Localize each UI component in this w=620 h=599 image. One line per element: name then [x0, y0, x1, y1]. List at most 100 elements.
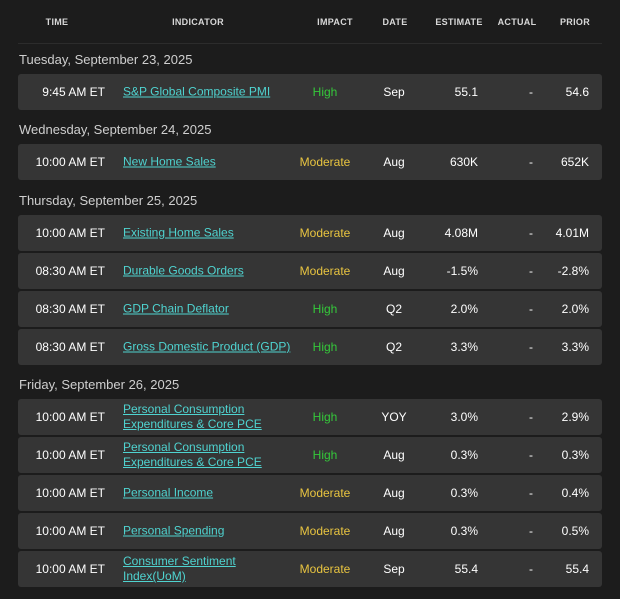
actual-value: - [529, 85, 533, 99]
table-row: 08:30 AM ET Durable Goods Orders Moderate A… [18, 253, 602, 289]
impact-level: High [312, 448, 338, 462]
prior-value: 652K [560, 155, 589, 169]
indicator-link[interactable]: Consumer Sentiment Index(UoM) [123, 554, 236, 583]
estimate-value: 630K [449, 155, 478, 169]
day-header: Tuesday, September 23, 2025 [19, 52, 193, 67]
impact-level: High [312, 85, 338, 99]
prior-value: 0.5% [561, 524, 589, 538]
prior-value: 2.9% [561, 410, 589, 424]
table-header: TIME INDICATOR IMPACT DATE ESTIMATE ACTU… [18, 0, 602, 44]
prior-value: 3.3% [561, 340, 589, 354]
indicator-link[interactable]: Existing Home Sales [123, 225, 234, 240]
event-time: 08:30 AM ET [35, 302, 105, 316]
actual-value: - [529, 524, 533, 538]
table-row: 10:00 AM ET Consumer Sentiment Index(UoM)… [18, 551, 602, 587]
prior-value: -2.8% [557, 264, 589, 278]
period: YOY [381, 410, 407, 424]
table-row: 10:00 AM ET New Home Sales Moderate Aug 630K… [18, 144, 602, 180]
table-row: 08:30 AM ET Gross Domestic Product (GDP) H… [18, 329, 602, 365]
estimate-value: 2.0% [450, 302, 478, 316]
period: Aug [383, 448, 405, 462]
period: Aug [383, 155, 405, 169]
estimate-value: 55.1 [454, 85, 478, 99]
estimate-value: 3.0% [450, 410, 478, 424]
period: Sep [383, 562, 405, 576]
estimate-value: 0.3% [450, 486, 478, 500]
indicator-link[interactable]: Personal Consumption Expenditures & Core… [123, 402, 262, 431]
actual-value: - [529, 155, 533, 169]
period: Sep [383, 85, 405, 99]
header-impact[interactable]: IMPACT [317, 17, 353, 27]
impact-level: Moderate [299, 155, 351, 169]
event-time: 10:00 AM ET [35, 226, 105, 240]
prior-value: 4.01M [555, 226, 589, 240]
event-time: 08:30 AM ET [35, 264, 105, 278]
table-row: 10:00 AM ET Personal Spending Moderate Aug 0… [18, 513, 602, 549]
indicator-link[interactable]: Personal Spending [123, 523, 225, 538]
indicator-link[interactable]: S&P Global Composite PMI [123, 84, 271, 99]
event-time: 10:00 AM ET [35, 486, 105, 500]
table-row: 10:00 AM ET Personal Consumption Expendit… [18, 399, 602, 435]
table-row: 10:00 AM ET Personal Consumption Expendit… [18, 437, 602, 473]
actual-value: - [529, 448, 533, 462]
event-time: 08:30 AM ET [35, 340, 105, 354]
event-time: 10:00 AM ET [35, 155, 105, 169]
actual-value: - [529, 302, 533, 316]
impact-level: Moderate [299, 264, 351, 278]
indicator-link[interactable]: New Home Sales [123, 154, 216, 169]
period: Aug [383, 524, 405, 538]
day-header: Friday, September 26, 2025 [19, 377, 180, 392]
period: Aug [383, 264, 405, 278]
period: Q2 [385, 302, 403, 316]
impact-level: Moderate [299, 524, 351, 538]
actual-value: - [529, 410, 533, 424]
header-time[interactable]: TIME [45, 17, 69, 27]
estimate-value: 0.3% [450, 524, 478, 538]
table-row: 9:45 AM ET S&P Global Composite PMI High Se… [18, 74, 602, 110]
estimate-value: 55.4 [454, 562, 478, 576]
table-row: 08:30 AM ET GDP Chain Deflator High Q2 2.0% -… [18, 291, 602, 327]
prior-value: 0.3% [561, 448, 589, 462]
event-time: 9:45 AM ET [42, 85, 105, 99]
header-actual[interactable]: ACTUAL [497, 17, 537, 27]
impact-level: Moderate [299, 562, 351, 576]
header-prior[interactable]: PRIOR [559, 17, 591, 27]
actual-value: - [529, 226, 533, 240]
prior-value: 55.4 [565, 562, 589, 576]
period: Aug [383, 486, 405, 500]
prior-value: 54.6 [565, 85, 589, 99]
prior-value: 2.0% [561, 302, 589, 316]
header-date[interactable]: DATE [382, 17, 408, 27]
day-header: Thursday, September 25, 2025 [19, 193, 198, 208]
indicator-link[interactable]: Durable Goods Orders [123, 263, 244, 278]
header-indicator[interactable]: INDICATOR [172, 17, 224, 27]
table-row: 10:00 AM ET Existing Home Sales Moderate Au… [18, 215, 602, 251]
actual-value: - [529, 264, 533, 278]
estimate-value: -1.5% [446, 264, 478, 278]
actual-value: - [529, 486, 533, 500]
event-time: 10:00 AM ET [35, 410, 105, 424]
indicator-link[interactable]: Personal Income [123, 485, 214, 500]
impact-level: High [312, 410, 338, 424]
estimate-value: 0.3% [450, 448, 478, 462]
actual-value: - [529, 562, 533, 576]
impact-level: High [312, 302, 338, 316]
period: Q2 [385, 340, 403, 354]
event-time: 10:00 AM ET [35, 524, 105, 538]
estimate-value: 4.08M [444, 226, 478, 240]
impact-level: Moderate [299, 226, 351, 240]
period: Aug [383, 226, 405, 240]
indicator-link[interactable]: Personal Consumption Expenditures & Core… [123, 440, 262, 469]
event-time: 10:00 AM ET [35, 562, 105, 576]
actual-value: - [529, 340, 533, 354]
prior-value: 0.4% [561, 486, 589, 500]
indicator-link[interactable]: Gross Domestic Product (GDP) [123, 339, 291, 354]
estimate-value: 3.3% [450, 340, 478, 354]
impact-level: Moderate [299, 486, 351, 500]
impact-level: High [312, 340, 338, 354]
indicator-link[interactable]: GDP Chain Deflator [123, 301, 229, 316]
header-estimate[interactable]: ESTIMATE [435, 17, 483, 27]
table-row: 10:00 AM ET Personal Income Moderate Aug 0.3… [18, 475, 602, 511]
day-header: Wednesday, September 24, 2025 [19, 122, 212, 137]
